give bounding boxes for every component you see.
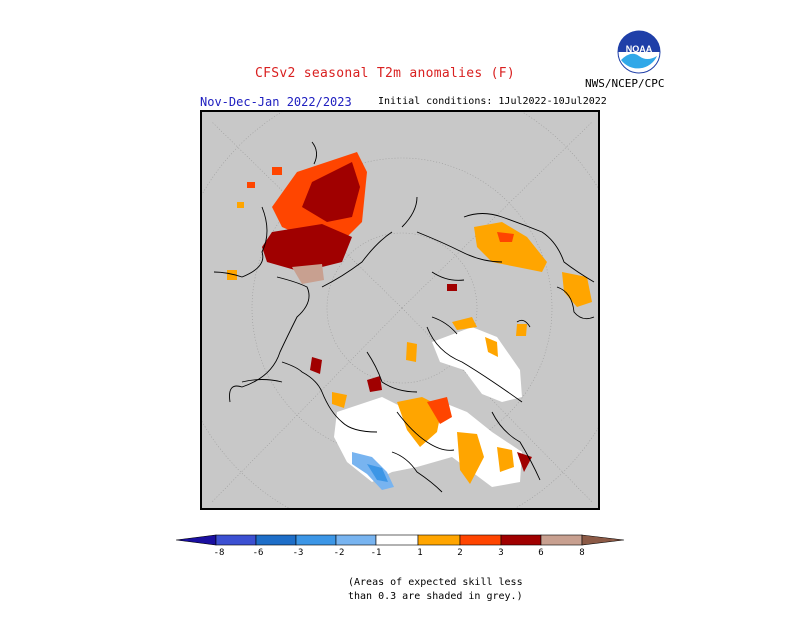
legend-tick: 8 <box>579 548 585 558</box>
skill-note-line2: than 0.3 are shaded in grey.) <box>348 591 523 602</box>
europe-anomalies <box>447 222 592 307</box>
noaa-logo: NOAA <box>617 30 661 74</box>
logo-text: NOAA <box>626 44 653 54</box>
legend-tick: 3 <box>498 548 504 558</box>
legend-tick: 2 <box>457 548 463 558</box>
agency-label: NWS/NCEP/CPC <box>585 77 665 90</box>
polar-map-svg <box>202 112 598 508</box>
siberia-anomalies <box>227 152 367 284</box>
legend-tick: -6 <box>252 548 264 558</box>
legend-tick: 1 <box>417 548 423 558</box>
north-america-anomalies <box>310 317 532 490</box>
legend-tick: -8 <box>213 548 225 558</box>
color-legend-bar <box>176 534 625 546</box>
initial-conditions: Initial conditions: 1Jul2022-10Jul2022 <box>378 96 607 107</box>
legend-tick: 6 <box>538 548 544 558</box>
anomaly-map <box>200 110 600 510</box>
skill-note-line1: (Areas of expected skill less <box>348 577 523 588</box>
legend-tick: -3 <box>292 548 304 558</box>
forecast-period: Nov-Dec-Jan 2022/2023 <box>200 95 352 109</box>
coastlines <box>213 141 595 493</box>
chart-title: CFSv2 seasonal T2m anomalies (F) <box>255 66 516 81</box>
legend-tick: -2 <box>333 548 345 558</box>
legend-tick: -1 <box>370 548 382 558</box>
